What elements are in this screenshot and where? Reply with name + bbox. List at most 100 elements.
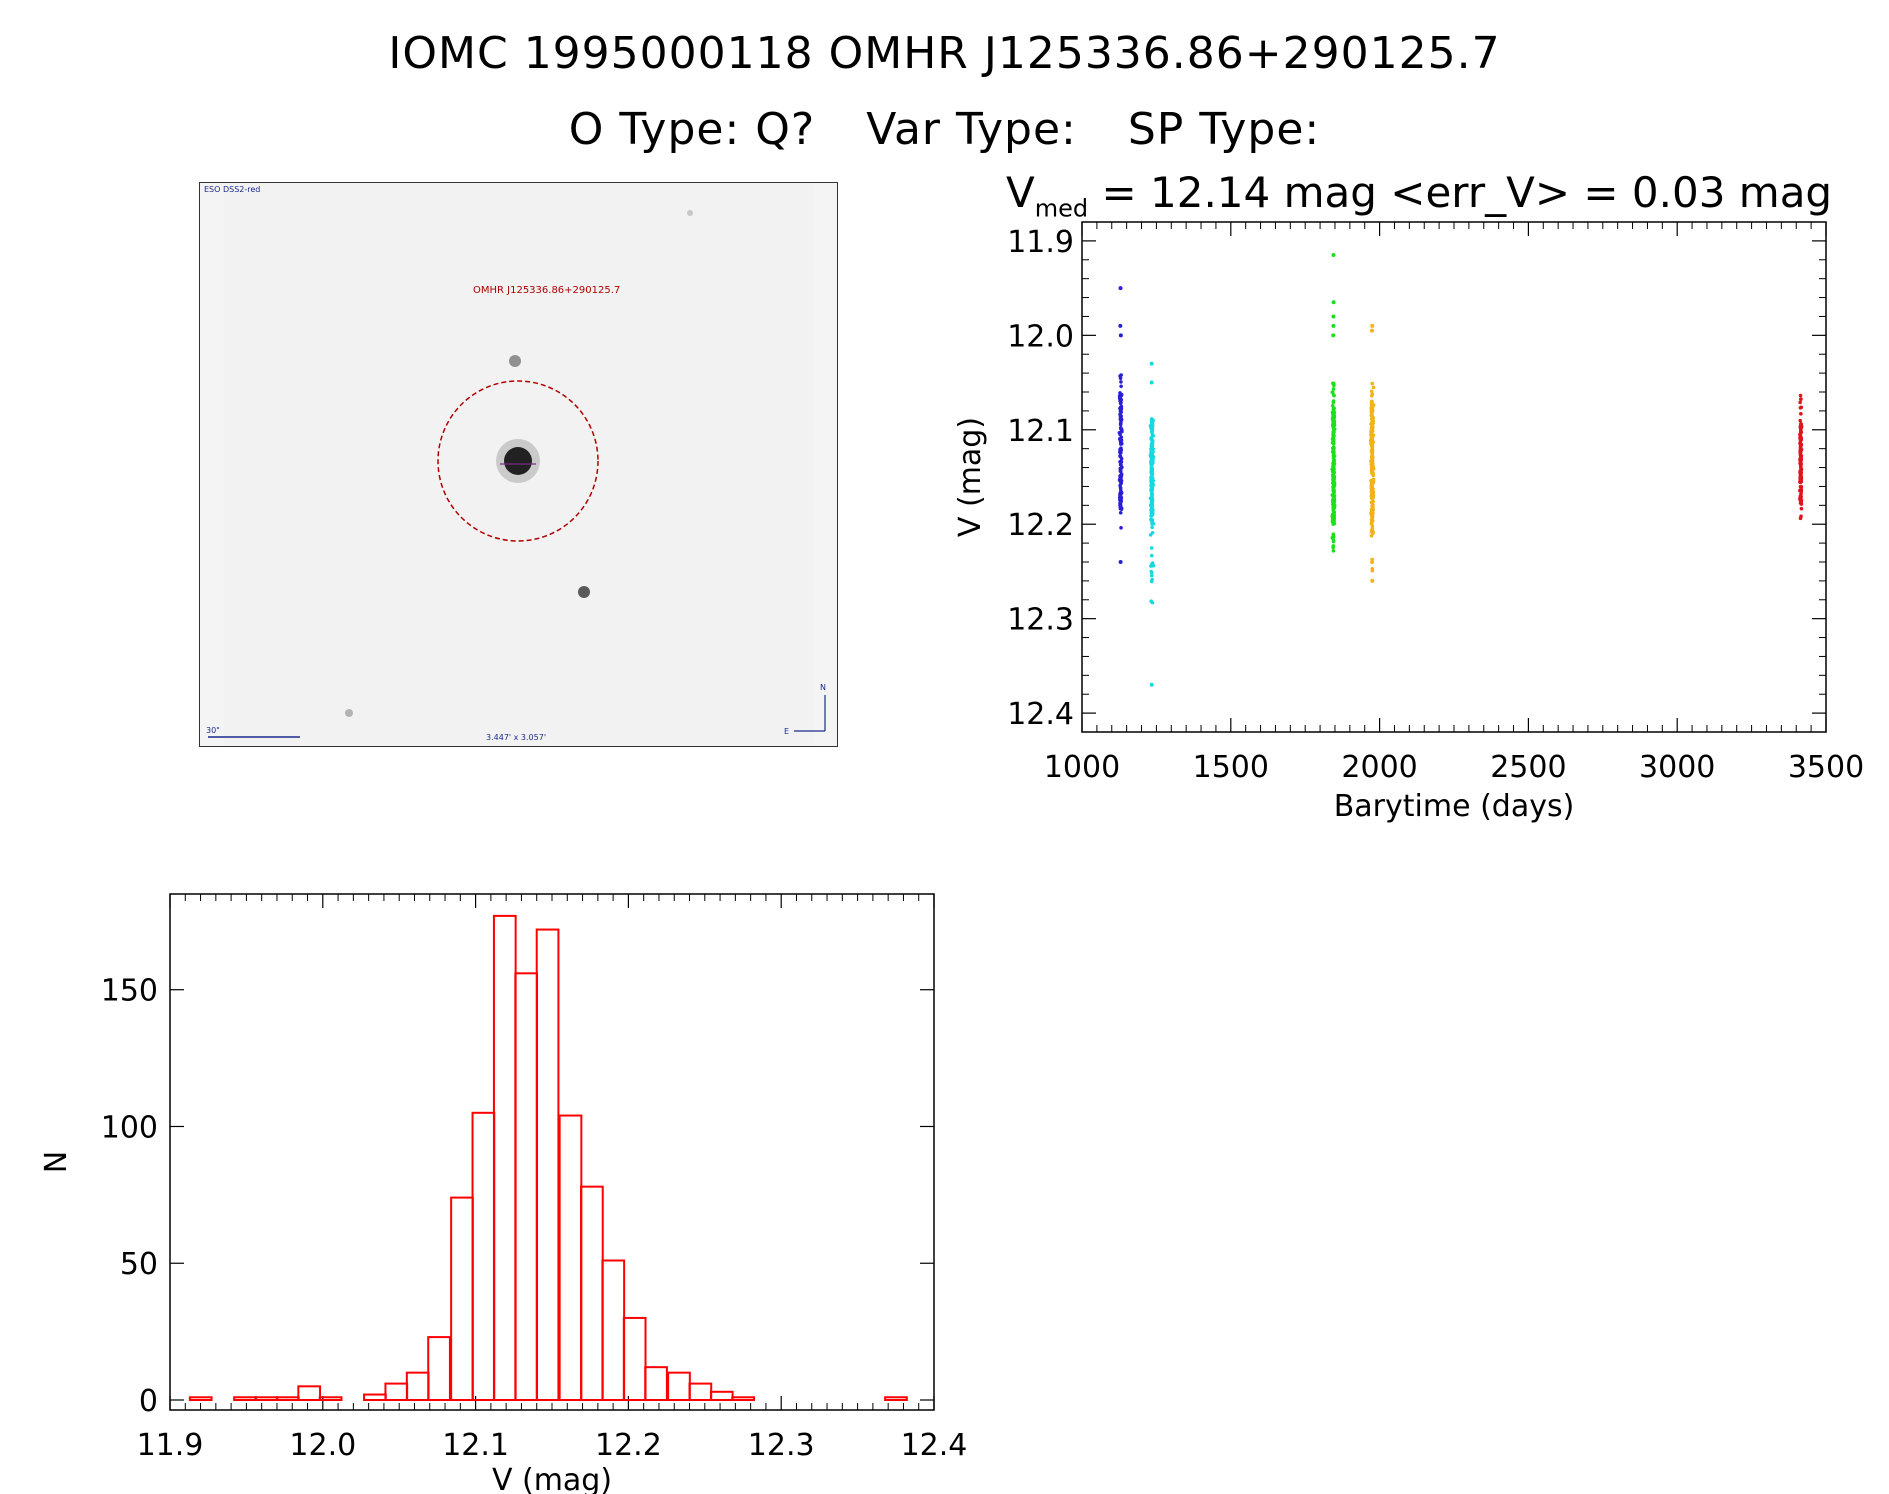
lc-point: [1149, 553, 1154, 558]
lc-point: [1332, 485, 1336, 490]
lc-point: [1149, 573, 1154, 578]
lc-point: [1332, 393, 1336, 398]
lc-point: [1150, 431, 1154, 435]
neighbour-star-3: [345, 709, 353, 717]
lc-point: [1119, 384, 1123, 389]
lc-point: [1332, 467, 1336, 471]
east-label: E: [784, 727, 790, 736]
hist-bar: [492, 914, 517, 1402]
lc-point: [1799, 514, 1803, 519]
lc-point: [1150, 472, 1155, 477]
lc-point: [1370, 451, 1375, 456]
target-star: [504, 447, 532, 475]
lc-point: [1331, 512, 1335, 517]
hist-bar: [275, 1396, 300, 1402]
lc-point: [1799, 506, 1804, 511]
lc-point: [1150, 452, 1155, 457]
lc-outlier-point: [1369, 328, 1374, 333]
lc-point: [1119, 506, 1124, 510]
lc-point: [1151, 447, 1156, 451]
lc-point: [1119, 438, 1124, 443]
lc-xtick-label: 1000: [1044, 750, 1120, 785]
lc-series-2: [1148, 361, 1156, 687]
lc-point: [1370, 400, 1374, 404]
lc-point: [1798, 424, 1803, 428]
lc-point: [1150, 469, 1155, 473]
lc-outlier-point: [1149, 380, 1154, 385]
type-line: O Type: Q? Var Type: SP Type:: [0, 104, 1889, 155]
lc-point: [1799, 489, 1804, 494]
lc-point: [1149, 465, 1154, 470]
lc-point: [1369, 432, 1373, 437]
lc-point: [1150, 522, 1154, 526]
lc-point: [1371, 385, 1376, 390]
lc-point: [1369, 486, 1374, 491]
hist-xlabel: V (mag): [492, 1463, 612, 1494]
lc-point: [1119, 490, 1124, 494]
vmed-label: Vmed = 12.14 mag <err_V> = 0.03 mag: [1006, 168, 1832, 222]
lc-xtick-label: 2500: [1490, 750, 1566, 785]
hist-bar: [514, 972, 539, 1401]
lc-xtick-label: 1500: [1193, 750, 1269, 785]
hist-xtick-label: 12.1: [442, 1428, 509, 1463]
lc-series-5: [1798, 393, 1804, 521]
lc-point: [1150, 422, 1154, 427]
lc-point: [1370, 456, 1375, 461]
lc-point: [1331, 458, 1336, 463]
lc-point: [1331, 430, 1335, 434]
lc-point: [1369, 468, 1374, 473]
lc-point: [1331, 387, 1336, 391]
lc-point: [1331, 455, 1336, 460]
hist-bar: [731, 1396, 756, 1402]
hist-ytick-label: 50: [120, 1247, 158, 1282]
object-label: OMHR J125336.86+290125.7: [473, 285, 621, 296]
hist-ylabel: N: [39, 1151, 74, 1173]
lc-outlier-point: [1149, 682, 1154, 687]
lc-point: [1118, 422, 1123, 426]
hist-bar: [384, 1382, 409, 1402]
hist-bar: [188, 1396, 213, 1402]
lc-point: [1331, 533, 1336, 537]
lc-point: [1369, 533, 1374, 538]
lc-point: [1150, 478, 1154, 483]
lc-point: [1118, 401, 1123, 406]
hist-bar: [667, 1371, 691, 1402]
finder-image-canvas: [208, 183, 826, 746]
lc-point: [1330, 450, 1335, 454]
lc-point: [1369, 521, 1374, 526]
lc-point: [1370, 489, 1374, 494]
hist-bar: [450, 1196, 474, 1401]
lc-point: [1118, 460, 1122, 464]
lc-point: [1370, 381, 1375, 386]
lc-point: [1799, 498, 1804, 503]
lc-point: [1798, 459, 1803, 464]
lc-point: [1370, 492, 1374, 496]
otype-label: O Type: Q?: [568, 104, 816, 155]
lc-point: [1119, 525, 1123, 530]
hist-xtick-label: 12.0: [289, 1428, 356, 1463]
lc-point: [1149, 475, 1153, 480]
lc-point: [1330, 403, 1335, 408]
lc-point: [1331, 425, 1335, 430]
hist-bar: [622, 1316, 647, 1401]
hist-bar: [601, 1259, 626, 1401]
lc-point: [1332, 494, 1337, 498]
lc-point: [1150, 459, 1155, 464]
lc-point: [1118, 462, 1123, 467]
lc-point: [1150, 510, 1155, 514]
histogram-frame: [169, 893, 935, 1411]
lc-point: [1370, 567, 1375, 571]
lc-point: [1330, 440, 1335, 445]
lc-point: [1798, 428, 1803, 433]
lc-point: [1331, 544, 1336, 548]
lc-point: [1370, 471, 1375, 476]
lc-point: [1149, 517, 1153, 522]
hist-xtick-label: 12.3: [748, 1428, 815, 1463]
hist-ytick-label: 150: [101, 974, 158, 1009]
lc-outlier-point: [1370, 323, 1375, 328]
lc-point: [1799, 502, 1804, 506]
lc-point: [1369, 403, 1374, 407]
lc-point: [1371, 421, 1375, 425]
hist-bar: [644, 1366, 668, 1401]
